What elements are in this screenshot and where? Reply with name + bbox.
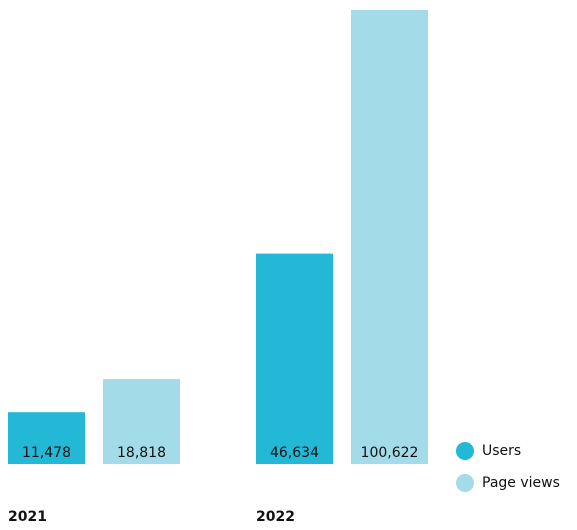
legend-label: Users [482,443,521,459]
bar [103,379,180,464]
legend-label: Page views [482,475,560,491]
legend-marker [456,442,474,460]
category-label: 2021 [8,509,47,525]
legend-marker [456,474,474,492]
category-label: 2022 [256,509,295,525]
value-label: 46,634 [270,445,319,461]
value-label: 18,818 [117,445,166,461]
value-label: 100,622 [361,445,419,461]
bar [351,10,428,464]
value-label: 11,478 [22,445,71,461]
bar [256,253,333,464]
bar [8,412,85,464]
